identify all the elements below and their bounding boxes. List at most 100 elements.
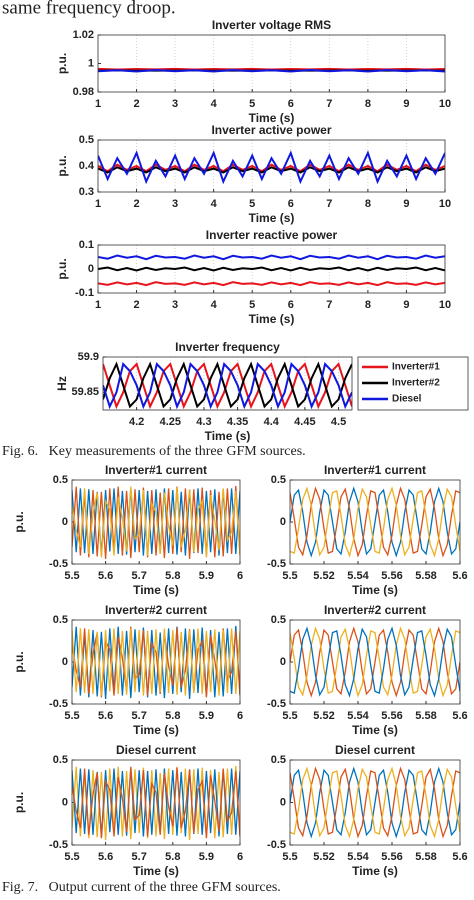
x-tick-label: 5.6: [98, 851, 113, 863]
x-axis-label: Time (s): [205, 429, 251, 443]
y-tick-label: 1: [88, 57, 94, 69]
y-tick-label: 0: [280, 516, 286, 528]
data-line: [290, 766, 460, 839]
legend-label: Diesel: [392, 394, 422, 405]
x-tick-label: 4.25: [160, 416, 181, 428]
chart-title: Inverter voltage RMS: [212, 18, 331, 32]
y-tick-label: 59.9: [78, 351, 99, 363]
x-tick-label: 3: [172, 299, 178, 311]
y-tick-label: 0: [88, 263, 94, 275]
x-tick-label: 5.5: [64, 570, 79, 582]
x-tick-label: 4.4: [264, 416, 280, 428]
x-tick-label: 9: [403, 198, 409, 210]
chart-title: Inverter#1 current: [105, 463, 207, 477]
legend-label: Inverter#2: [392, 378, 440, 389]
x-tick-label: 5.6: [452, 710, 467, 722]
y-tick-label: 0.5: [79, 134, 94, 146]
x-tick-label: 5.6: [452, 851, 467, 863]
data-line: [103, 361, 352, 409]
x-tick-label: 5.7: [132, 851, 147, 863]
x-tick-label: 6: [237, 570, 243, 582]
x-tick-label: 5: [249, 299, 255, 311]
x-tick-label: 5.5: [282, 710, 297, 722]
axes-frame: [289, 479, 461, 565]
data-line: [98, 150, 445, 185]
axes-frame: [97, 139, 446, 193]
data-line: [290, 486, 460, 558]
x-tick-label: 5.8: [165, 710, 180, 722]
x-tick-label: 4: [211, 198, 218, 210]
data-line: [72, 765, 240, 840]
y-tick-label: 0.5: [271, 614, 286, 626]
y-tick-label: -0.5: [267, 558, 286, 570]
x-tick-label: 8: [365, 198, 371, 210]
plot-area: [98, 140, 445, 192]
x-tick-label: 8: [365, 299, 371, 311]
data-line: [72, 625, 240, 700]
x-tick-label: 5.56: [381, 710, 402, 722]
y-tick-label: 0.3: [79, 186, 94, 198]
x-tick-label: 5.7: [132, 570, 147, 582]
x-tick-label: 5.9: [199, 570, 214, 582]
y-tick-label: -0.5: [267, 698, 286, 710]
y-tick-label: 0.5: [271, 474, 286, 486]
data-line: [290, 766, 460, 839]
y-tick-label: 0.5: [271, 754, 286, 766]
x-tick-label: 5.5: [282, 851, 297, 863]
x-tick-label: 2: [133, 98, 139, 110]
x-tick-label: 5.58: [415, 710, 436, 722]
y-tick-label: 0.4: [79, 160, 95, 172]
y-tick-label: -0.5: [49, 558, 68, 570]
y-tick-label: 0.5: [53, 614, 68, 626]
axes-frame: [289, 619, 461, 705]
paragraph-text: same frequency droop.: [2, 0, 176, 18]
x-tick-label: 4.3: [196, 416, 211, 428]
x-tick-label: 10: [439, 98, 451, 110]
x-axis-label: Time (s): [352, 583, 398, 597]
data-line: [290, 486, 460, 558]
chart-title: Inverter#2 current: [105, 603, 207, 617]
y-tick-label: -0.5: [267, 839, 286, 851]
x-tick-label: 5.52: [313, 710, 334, 722]
x-tick-label: 1: [95, 198, 101, 210]
chart-title: Inverter active power: [211, 123, 331, 137]
data-line: [290, 766, 460, 839]
x-tick-label: 3: [172, 98, 178, 110]
data-line: [98, 254, 445, 261]
x-tick-label: 10: [439, 299, 451, 311]
x-tick-label: 5.58: [415, 570, 436, 582]
x-axis-label: Time (s): [133, 583, 179, 597]
y-axis-label: p.u.: [55, 155, 69, 176]
x-tick-label: 5.6: [98, 710, 113, 722]
data-line: [72, 628, 240, 696]
y-tick-label: -0.5: [49, 839, 68, 851]
data-line: [290, 626, 460, 698]
axes-frame: [71, 479, 241, 565]
axes-frame: [97, 244, 446, 294]
data-line: [98, 166, 445, 174]
data-line: [103, 362, 352, 410]
y-tick-label: 0: [62, 516, 68, 528]
data-line: [98, 69, 445, 73]
legend-label: Inverter#1: [392, 362, 440, 373]
axes-frame: [97, 34, 446, 93]
x-tick-label: 10: [439, 198, 451, 210]
y-tick-label: -0.1: [75, 287, 94, 299]
x-tick-label: 6: [237, 851, 243, 863]
x-tick-label: 4: [211, 98, 218, 110]
plot-area: [98, 35, 445, 92]
y-tick-label: 0: [280, 796, 286, 808]
x-axis-label: Time (s): [352, 723, 398, 737]
x-axis-label: Time (s): [249, 111, 295, 125]
x-axis-label: Time (s): [249, 312, 295, 326]
x-axis-label: Time (s): [249, 211, 295, 225]
data-line: [290, 626, 460, 698]
chart-title: Inverter frequency: [175, 340, 280, 354]
data-line: [72, 766, 240, 839]
figure-caption: Fig. 6. Key measurements of the three GF…: [2, 444, 306, 459]
x-tick-label: 5.54: [347, 851, 369, 863]
data-line: [290, 626, 460, 698]
y-axis-label: p.u.: [55, 53, 69, 74]
y-tick-label: 1.02: [73, 29, 94, 41]
